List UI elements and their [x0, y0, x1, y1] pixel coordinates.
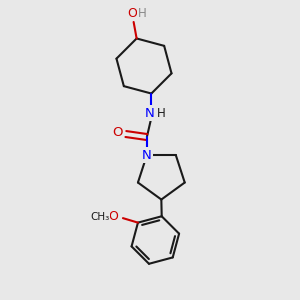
Text: O: O — [108, 210, 118, 223]
Text: N: N — [142, 148, 152, 161]
Text: O: O — [127, 8, 137, 20]
Text: H: H — [138, 8, 147, 20]
Text: O: O — [112, 126, 123, 139]
Text: H: H — [157, 106, 165, 119]
Text: N: N — [145, 106, 155, 119]
Text: CH₃: CH₃ — [90, 212, 110, 222]
